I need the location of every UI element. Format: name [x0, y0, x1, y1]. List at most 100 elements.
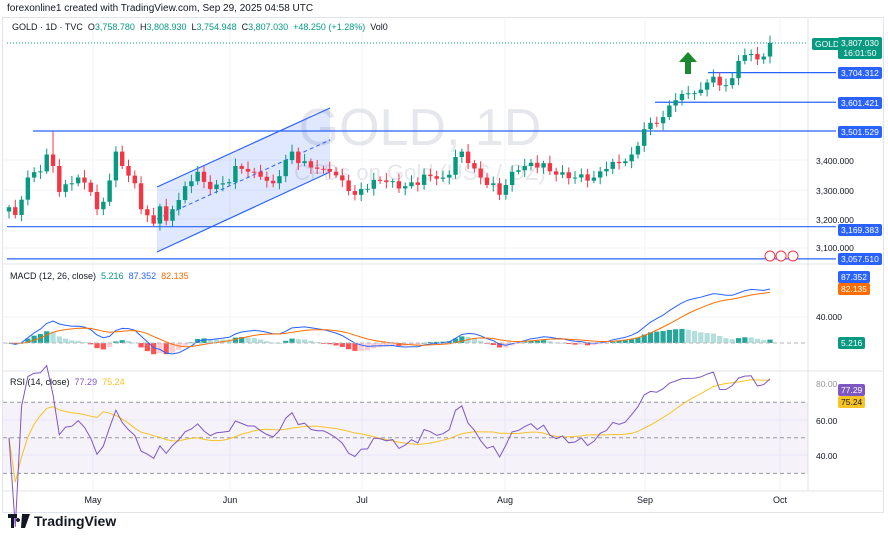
- candle-body: [151, 215, 156, 224]
- low-value: 3,754.948: [196, 22, 237, 32]
- candle-body: [736, 60, 741, 79]
- macd-histogram-bar: [515, 343, 522, 344]
- candle-body: [597, 171, 603, 178]
- macd-histogram-bar: [44, 331, 50, 343]
- macd-histogram-bar: [415, 343, 421, 345]
- macd-histogram-bar: [710, 333, 716, 343]
- candle-body: [717, 76, 722, 86]
- candle-body: [698, 89, 704, 94]
- candle-body: [145, 209, 150, 216]
- macd-histogram-bar: [396, 343, 402, 346]
- candles: [6, 35, 773, 231]
- low-label: L: [191, 22, 197, 32]
- candle-body: [132, 175, 137, 184]
- time-axis-label: Oct: [772, 495, 788, 505]
- candle-body: [748, 54, 754, 56]
- candle-body: [358, 189, 364, 195]
- candle-body: [44, 154, 49, 172]
- candle-body: [509, 171, 515, 185]
- open-label: O: [87, 22, 95, 32]
- macd-histogram-bar: [94, 343, 100, 349]
- macd-histogram-bar: [69, 340, 75, 343]
- candle-body: [516, 170, 521, 172]
- macd-histogram-bar: [704, 333, 710, 343]
- candle-body: [566, 172, 571, 179]
- candle-body: [522, 166, 527, 171]
- macd-histogram-bar: [320, 343, 327, 344]
- chart-frame[interactable]: [2, 17, 884, 513]
- macd-signal-tag: 82.135: [838, 283, 870, 295]
- macd-histogram-bar: [195, 338, 201, 343]
- candle-body: [585, 174, 590, 181]
- economic-event-flag-icon: [787, 250, 799, 262]
- candle-body: [346, 180, 351, 192]
- candle-body: [447, 174, 452, 178]
- time-axis-label: Jul: [356, 495, 368, 505]
- candle-body: [642, 129, 647, 146]
- macd-histogram-bar: [390, 343, 396, 346]
- macd-line-tag: 87.352: [838, 271, 870, 283]
- macd-histogram-bar: [251, 338, 257, 343]
- macd-histogram-bar: [685, 329, 691, 343]
- candle-body: [604, 168, 609, 172]
- candle-body: [321, 168, 326, 170]
- rsi-label: RSI (14, close): [10, 377, 70, 387]
- candle-body: [409, 182, 414, 187]
- candle-body: [19, 199, 24, 215]
- macd-histogram-bar: [534, 340, 540, 343]
- price-tick: 3,400.000: [816, 156, 854, 166]
- rsi-ma-tag: 75.24: [838, 396, 866, 408]
- price-tick: 3,300.000: [816, 186, 854, 196]
- candle-body: [107, 180, 112, 202]
- candle-body: [38, 171, 43, 173]
- candle-body: [289, 151, 295, 161]
- macd-histogram-bar: [572, 343, 578, 345]
- candle-body: [25, 177, 31, 200]
- macd-histogram-bar: [31, 335, 37, 343]
- candle-body: [572, 177, 578, 179]
- macd-histogram-bar: [270, 342, 276, 344]
- macd-histogram-bar: [490, 343, 496, 346]
- open-value: 3,758.780: [94, 22, 135, 32]
- macd-histogram-bar: [138, 343, 144, 348]
- macd-histogram-bar: [767, 339, 773, 343]
- macd-histogram-bar: [157, 343, 163, 354]
- candle-body: [314, 167, 320, 169]
- macd-histogram-bar: [25, 338, 31, 343]
- macd-histogram-bar: [610, 341, 616, 343]
- candle-body: [560, 172, 565, 175]
- time-axis-label: May: [84, 495, 102, 505]
- candle-body: [629, 154, 634, 162]
- candle-body: [654, 122, 659, 124]
- candle-body: [13, 207, 18, 215]
- macd-histogram-bar: [314, 342, 320, 343]
- candle-body: [692, 93, 697, 95]
- macd-histogram-bar: [232, 337, 239, 343]
- candle-body: [189, 181, 194, 187]
- channel-upper-line: [156, 107, 331, 188]
- level-tag: 3,169.383: [838, 224, 882, 236]
- candle-body: [711, 76, 716, 83]
- candle-body: [742, 55, 748, 61]
- candle-body: [138, 183, 144, 210]
- tradingview-logo[interactable]: TradingView: [8, 513, 116, 529]
- macd-histogram-bar: [289, 338, 295, 343]
- macd-histogram-bar: [723, 338, 729, 343]
- candle-body: [403, 186, 408, 189]
- candle-body: [75, 177, 81, 184]
- candle-body: [126, 166, 131, 176]
- macd-line-value: 87.352: [128, 271, 157, 281]
- macd-histogram-bar: [654, 331, 660, 343]
- up-arrow-icon: [679, 52, 697, 74]
- candle-body: [120, 151, 125, 167]
- change-value: +48.250 (+1.28%): [293, 22, 366, 32]
- bar-countdown: 16:01:50: [843, 48, 877, 58]
- macd-histogram-bar: [459, 336, 465, 343]
- macd-histogram-bar: [81, 342, 88, 343]
- macd-histogram-bar: [75, 340, 81, 343]
- candle-body: [296, 151, 301, 164]
- macd-histogram-bar: [408, 343, 415, 345]
- candle-body: [623, 161, 628, 164]
- candle-body: [686, 93, 691, 95]
